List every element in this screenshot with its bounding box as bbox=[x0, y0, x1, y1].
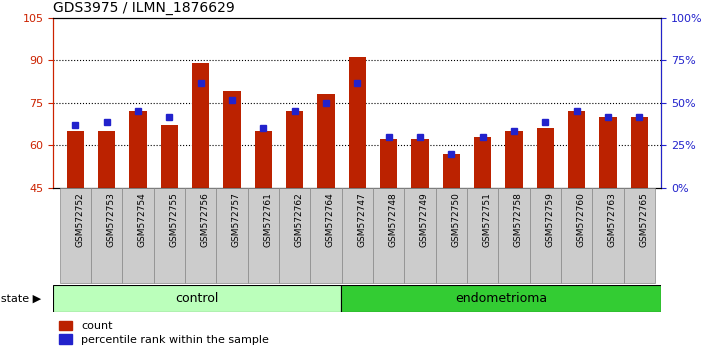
Bar bbox=[348, 57, 366, 188]
Text: GSM572761: GSM572761 bbox=[263, 193, 272, 247]
Bar bbox=[67, 131, 84, 188]
Bar bbox=[373, 188, 405, 283]
Bar bbox=[530, 188, 561, 283]
Bar bbox=[341, 285, 661, 312]
Text: GSM572748: GSM572748 bbox=[389, 193, 397, 247]
Legend: count, percentile rank within the sample: count, percentile rank within the sample bbox=[59, 321, 269, 345]
Bar bbox=[223, 91, 240, 188]
Text: GSM572765: GSM572765 bbox=[639, 193, 648, 247]
Text: GSM572755: GSM572755 bbox=[169, 193, 178, 247]
Text: GSM572749: GSM572749 bbox=[420, 193, 429, 247]
Bar bbox=[412, 139, 429, 188]
Bar bbox=[436, 188, 467, 283]
Bar bbox=[255, 131, 272, 188]
Bar bbox=[405, 188, 436, 283]
Bar bbox=[568, 111, 585, 188]
Text: disease state ▶: disease state ▶ bbox=[0, 293, 41, 303]
Text: GSM572757: GSM572757 bbox=[232, 193, 241, 247]
Bar bbox=[317, 94, 335, 188]
Text: GSM572747: GSM572747 bbox=[357, 193, 366, 247]
Bar bbox=[443, 154, 460, 188]
Text: GSM572751: GSM572751 bbox=[483, 193, 491, 247]
Text: GSM572763: GSM572763 bbox=[608, 193, 617, 247]
Text: GSM572750: GSM572750 bbox=[451, 193, 460, 247]
Bar bbox=[599, 117, 616, 188]
Text: GSM572756: GSM572756 bbox=[201, 193, 210, 247]
Bar bbox=[506, 131, 523, 188]
Bar bbox=[60, 188, 91, 283]
Bar bbox=[185, 188, 216, 283]
Text: control: control bbox=[176, 292, 219, 305]
Bar bbox=[498, 188, 530, 283]
Bar bbox=[474, 137, 491, 188]
Bar bbox=[192, 63, 209, 188]
Bar bbox=[98, 131, 115, 188]
Bar bbox=[286, 111, 303, 188]
Text: GSM572752: GSM572752 bbox=[75, 193, 85, 247]
Text: endometrioma: endometrioma bbox=[455, 292, 547, 305]
Bar bbox=[91, 188, 122, 283]
Text: GSM572754: GSM572754 bbox=[138, 193, 147, 247]
Bar bbox=[631, 117, 648, 188]
Bar bbox=[129, 111, 146, 188]
Bar bbox=[122, 188, 154, 283]
Bar bbox=[161, 125, 178, 188]
Text: GDS3975 / ILMN_1876629: GDS3975 / ILMN_1876629 bbox=[53, 1, 235, 15]
Bar bbox=[154, 188, 185, 283]
Bar bbox=[537, 128, 554, 188]
Text: GSM572762: GSM572762 bbox=[294, 193, 304, 247]
Bar bbox=[216, 188, 247, 283]
Bar bbox=[380, 139, 397, 188]
Text: GSM572764: GSM572764 bbox=[326, 193, 335, 247]
Text: GSM572753: GSM572753 bbox=[107, 193, 116, 247]
Bar bbox=[467, 188, 498, 283]
Bar bbox=[561, 188, 592, 283]
Text: GSM572758: GSM572758 bbox=[514, 193, 523, 247]
Text: GSM572759: GSM572759 bbox=[545, 193, 555, 247]
Bar bbox=[279, 188, 310, 283]
Bar bbox=[247, 188, 279, 283]
Bar bbox=[592, 188, 624, 283]
Bar bbox=[341, 188, 373, 283]
Bar bbox=[53, 285, 341, 312]
Text: GSM572760: GSM572760 bbox=[577, 193, 586, 247]
Bar bbox=[624, 188, 655, 283]
Bar bbox=[310, 188, 341, 283]
